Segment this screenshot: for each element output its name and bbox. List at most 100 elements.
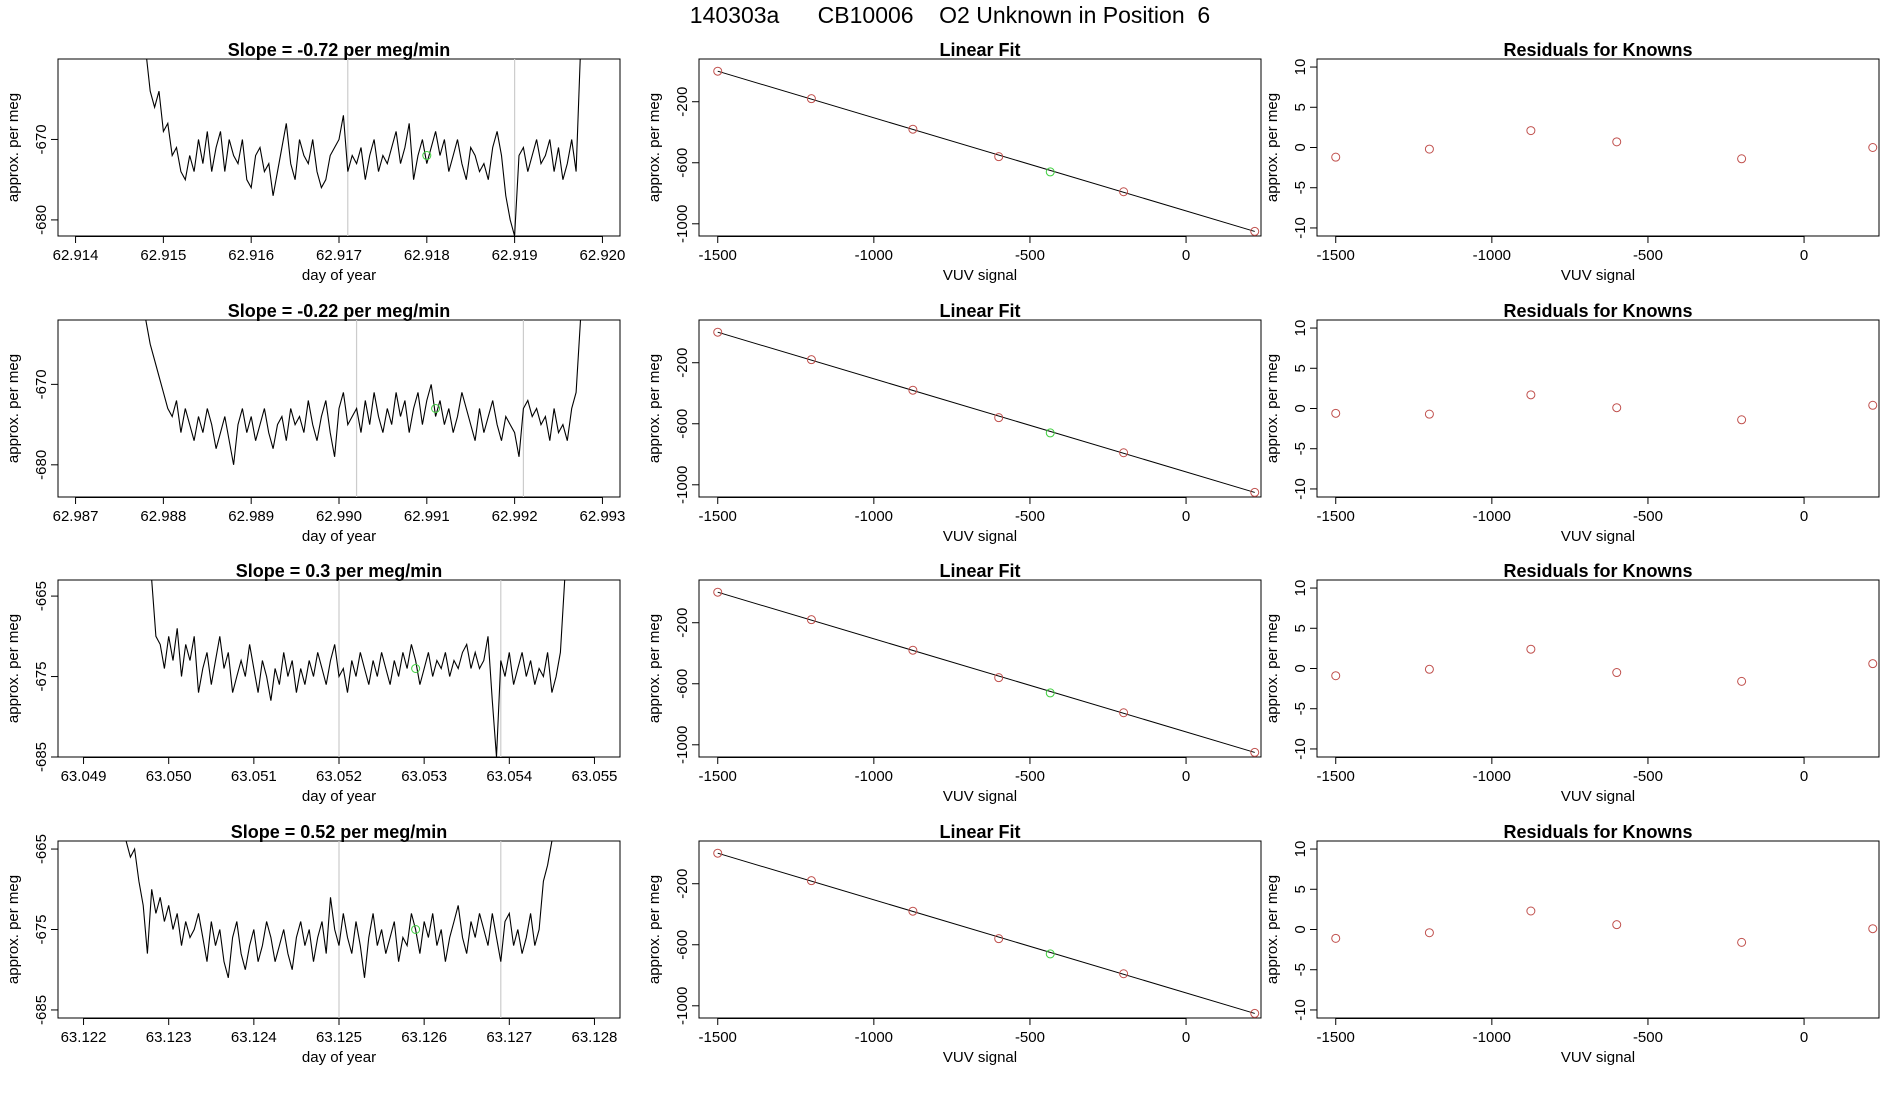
linearfit-1-fit-line (717, 70, 1255, 232)
linearfit-4-x-tick-label: -1500 (699, 1029, 737, 1046)
linearfit-2-x-label: VUV signal (943, 528, 1017, 545)
residuals-4-x-tick-label: -1500 (1317, 1029, 1355, 1046)
residuals-1-y-tick-label: 5 (1292, 103, 1309, 111)
timeseries-4-x-tick-label: 63.128 (572, 1029, 618, 1046)
linearfit-4-known-point (713, 848, 723, 858)
linearfit-1-known-point (1250, 226, 1260, 236)
timeseries-1-x-tick-label: 62.920 (579, 247, 625, 264)
linearfit-2-unknown-point (1045, 428, 1055, 438)
residuals-3-residual-point (1868, 659, 1878, 669)
timeseries-3-x-tick-label: 63.049 (61, 768, 107, 785)
timeseries-4-y-tick-label: -685 (33, 995, 50, 1025)
linearfit-1-frame (698, 58, 1262, 237)
residuals-1-x-tick-label: -500 (1633, 247, 1663, 264)
linearfit-1-y-tick-label: -1000 (674, 205, 691, 243)
timeseries-2-x-tick-label: 62.992 (492, 508, 538, 525)
linearfit-4-title: Linear Fit (939, 822, 1020, 842)
linearfit-1-unknown-point (1045, 167, 1055, 177)
residuals-4-residual-point (1526, 906, 1536, 916)
residuals-3-x-label: VUV signal (1561, 788, 1635, 805)
linearfit-3-known-point (713, 587, 723, 597)
residuals-2-x-tick-label: -1000 (1473, 508, 1511, 525)
timeseries-1-y-label: approx. per meg (5, 93, 22, 202)
residuals-4-residual-point (1612, 920, 1622, 930)
residuals-4-y-tick-label: -10 (1292, 999, 1309, 1021)
residuals-3-y-tick-label: -5 (1292, 702, 1309, 715)
residuals-3-y-label: approx. per meg (1264, 614, 1281, 723)
residuals-2-title: Residuals for Knowns (1503, 301, 1692, 321)
timeseries-2-title: Slope = -0.22 per meg/min (228, 301, 451, 321)
linearfit-3-x-tick-label: -500 (1015, 768, 1045, 785)
residuals-2-residual-point (1612, 403, 1622, 413)
residuals-2-y-tick-label: 0 (1292, 404, 1309, 412)
timeseries-1-x-tick-label: 62.918 (404, 247, 450, 264)
timeseries-3-y-tick-label: -665 (33, 581, 50, 611)
timeseries-2-x-tick-label: 62.990 (316, 508, 362, 525)
linearfit-2-y-tick-label: -600 (674, 409, 691, 439)
linearfit-1-title: Linear Fit (939, 40, 1020, 60)
timeseries-4-y-tick-label: -665 (33, 834, 50, 864)
residuals-2-residual-point (1868, 400, 1878, 410)
linearfit-1-y-tick-label: -200 (674, 87, 691, 117)
linearfit-1-x-tick-label: 0 (1182, 247, 1190, 264)
timeseries-1-x-tick-label: 62.917 (316, 247, 362, 264)
linearfit-3-unknown-point (1045, 688, 1055, 698)
timeseries-2-series-line (145, 320, 582, 465)
linearfit-4-known-point (806, 876, 816, 886)
linearfit-4-y-tick-label: -600 (674, 930, 691, 960)
residuals-2-residual-point (1424, 409, 1434, 419)
residuals-1-residual-point (1737, 154, 1747, 164)
linearfit-3-y-tick-label: -600 (674, 669, 691, 699)
timeseries-3-x-tick-label: 63.055 (572, 768, 618, 785)
residuals-4-x-tick-label: -1000 (1473, 1029, 1511, 1046)
linearfit-3-y-tick-label: -200 (674, 608, 691, 638)
timeseries-1-x-tick-label: 62.916 (228, 247, 274, 264)
residuals-4-residual-point (1424, 928, 1434, 938)
residuals-2-x-tick-label: 0 (1800, 508, 1808, 525)
timeseries-2-y-label: approx. per meg (5, 354, 22, 463)
timeseries-4-x-label: day of year (302, 1049, 376, 1066)
residuals-3-residual-point (1737, 676, 1747, 686)
residuals-4-frame (1316, 840, 1880, 1019)
linearfit-3-y-tick-label: -1000 (674, 726, 691, 764)
linearfit-3-known-point (1250, 747, 1260, 757)
timeseries-3-x-tick-label: 63.054 (486, 768, 532, 785)
timeseries-4-x-tick-label: 63.125 (316, 1029, 362, 1046)
timeseries-4-y-label: approx. per meg (5, 875, 22, 984)
residuals-3-residual-point (1331, 671, 1341, 681)
timeseries-2-unknown-point (431, 404, 441, 413)
linearfit-3-fit-line (717, 591, 1255, 753)
linearfit-4-x-label: VUV signal (943, 1049, 1017, 1066)
residuals-1-x-tick-label: 0 (1800, 247, 1808, 264)
residuals-2-frame (1316, 319, 1880, 498)
residuals-1-x-tick-label: -1500 (1317, 247, 1355, 264)
residuals-1-y-tick-label: 10 (1292, 59, 1309, 76)
linearfit-2-y-label: approx. per meg (646, 354, 663, 463)
residuals-3-y-tick-label: 10 (1292, 580, 1309, 597)
residuals-3-x-tick-label: -1500 (1317, 768, 1355, 785)
residuals-3-y-tick-label: -10 (1292, 738, 1309, 760)
timeseries-2-x-tick-label: 62.993 (579, 508, 625, 525)
residuals-4-residual-point (1868, 924, 1878, 934)
linearfit-4-fit-line (717, 852, 1255, 1014)
linearfit-2-x-tick-label: -1000 (855, 508, 893, 525)
linearfit-2-known-point (806, 355, 816, 365)
linearfit-1-known-point (1119, 187, 1129, 197)
linearfit-3-frame (698, 579, 1262, 758)
timeseries-2-x-tick-label: 62.988 (140, 508, 186, 525)
residuals-3-y-tick-label: 0 (1292, 664, 1309, 672)
residuals-4-residual-point (1737, 937, 1747, 947)
residuals-4-y-tick-label: 0 (1292, 925, 1309, 933)
timeseries-3-x-tick-label: 63.051 (231, 768, 277, 785)
timeseries-1-frame (57, 58, 621, 237)
timeseries-3-y-tick-label: -675 (33, 662, 50, 692)
residuals-1-residual-point (1868, 143, 1878, 152)
residuals-2-y-tick-label: 5 (1292, 364, 1309, 372)
timeseries-4-x-tick-label: 63.122 (61, 1029, 107, 1046)
residuals-2-x-tick-label: -500 (1633, 508, 1663, 525)
residuals-1-x-label: VUV signal (1561, 267, 1635, 284)
timeseries-3-x-tick-label: 63.053 (401, 768, 447, 785)
linearfit-1-known-point (713, 66, 723, 76)
timeseries-2-x-tick-label: 62.991 (404, 508, 450, 525)
residuals-1-frame (1316, 58, 1880, 237)
